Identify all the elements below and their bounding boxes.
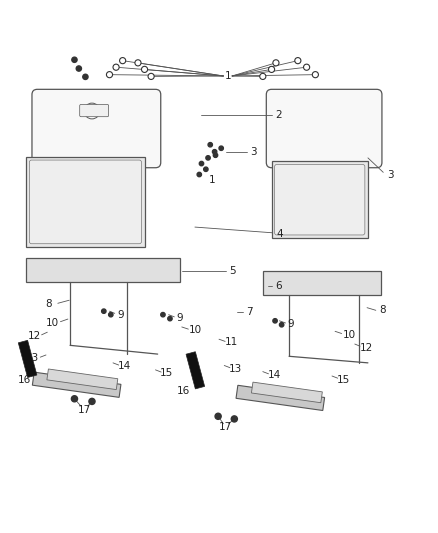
Circle shape bbox=[273, 319, 277, 323]
Circle shape bbox=[273, 60, 279, 66]
Text: 12: 12 bbox=[360, 343, 373, 352]
Circle shape bbox=[113, 64, 119, 70]
Circle shape bbox=[304, 64, 310, 70]
Circle shape bbox=[72, 57, 77, 62]
Circle shape bbox=[208, 142, 212, 147]
Circle shape bbox=[168, 317, 172, 321]
Circle shape bbox=[268, 66, 275, 72]
Text: 13: 13 bbox=[26, 353, 39, 364]
Text: 16: 16 bbox=[177, 386, 190, 397]
Text: 10: 10 bbox=[189, 326, 202, 335]
Text: 12: 12 bbox=[28, 331, 41, 341]
Text: 5: 5 bbox=[229, 266, 236, 276]
Circle shape bbox=[102, 309, 106, 313]
Circle shape bbox=[197, 172, 201, 177]
Text: 6: 6 bbox=[276, 281, 283, 291]
Text: 9: 9 bbox=[287, 319, 294, 329]
Circle shape bbox=[71, 395, 78, 402]
Bar bbox=[236, 385, 325, 410]
FancyBboxPatch shape bbox=[32, 90, 161, 168]
Circle shape bbox=[260, 74, 266, 79]
Text: 1: 1 bbox=[224, 71, 231, 81]
Bar bbox=[251, 382, 322, 403]
Circle shape bbox=[141, 66, 148, 72]
Circle shape bbox=[84, 103, 100, 119]
Text: 8: 8 bbox=[46, 298, 53, 309]
Circle shape bbox=[83, 74, 88, 79]
Circle shape bbox=[120, 58, 126, 64]
FancyBboxPatch shape bbox=[29, 160, 141, 244]
Circle shape bbox=[279, 322, 284, 327]
Bar bbox=[18, 341, 37, 377]
Bar bbox=[47, 369, 118, 390]
Text: 3: 3 bbox=[387, 169, 394, 180]
Circle shape bbox=[206, 156, 210, 160]
Circle shape bbox=[231, 416, 237, 422]
Bar bbox=[32, 372, 121, 398]
Text: 10: 10 bbox=[46, 318, 59, 328]
Text: 8: 8 bbox=[379, 305, 386, 316]
Circle shape bbox=[76, 66, 81, 71]
Text: 10: 10 bbox=[343, 330, 356, 340]
Text: 1: 1 bbox=[209, 175, 216, 185]
Text: 3: 3 bbox=[250, 147, 257, 157]
FancyBboxPatch shape bbox=[263, 271, 381, 295]
Text: 17: 17 bbox=[78, 405, 91, 415]
Text: 14: 14 bbox=[118, 361, 131, 372]
Circle shape bbox=[219, 146, 223, 150]
FancyBboxPatch shape bbox=[26, 258, 180, 282]
Text: 13: 13 bbox=[229, 364, 242, 374]
FancyBboxPatch shape bbox=[80, 104, 109, 117]
Text: 2: 2 bbox=[275, 110, 282, 120]
Bar bbox=[186, 352, 205, 389]
Text: 15: 15 bbox=[337, 375, 350, 384]
Text: 16: 16 bbox=[18, 375, 31, 385]
Circle shape bbox=[204, 167, 208, 172]
Text: 9: 9 bbox=[176, 313, 183, 323]
Circle shape bbox=[312, 71, 318, 78]
Text: 11: 11 bbox=[225, 337, 238, 348]
Circle shape bbox=[135, 60, 141, 66]
FancyBboxPatch shape bbox=[275, 165, 365, 235]
Text: 7: 7 bbox=[246, 308, 253, 318]
Text: 17: 17 bbox=[219, 422, 232, 432]
Circle shape bbox=[295, 58, 301, 64]
Text: 9: 9 bbox=[117, 310, 124, 320]
Circle shape bbox=[212, 150, 217, 154]
Circle shape bbox=[106, 71, 113, 78]
Circle shape bbox=[148, 74, 154, 79]
Circle shape bbox=[109, 312, 113, 317]
FancyBboxPatch shape bbox=[266, 90, 382, 168]
Circle shape bbox=[215, 413, 221, 419]
Circle shape bbox=[161, 312, 165, 317]
Circle shape bbox=[213, 153, 218, 157]
Text: 14: 14 bbox=[268, 370, 281, 380]
Circle shape bbox=[89, 398, 95, 405]
FancyBboxPatch shape bbox=[26, 157, 145, 247]
FancyBboxPatch shape bbox=[272, 161, 368, 238]
Circle shape bbox=[199, 161, 204, 166]
Text: 15: 15 bbox=[160, 368, 173, 378]
Text: 4: 4 bbox=[276, 229, 283, 239]
